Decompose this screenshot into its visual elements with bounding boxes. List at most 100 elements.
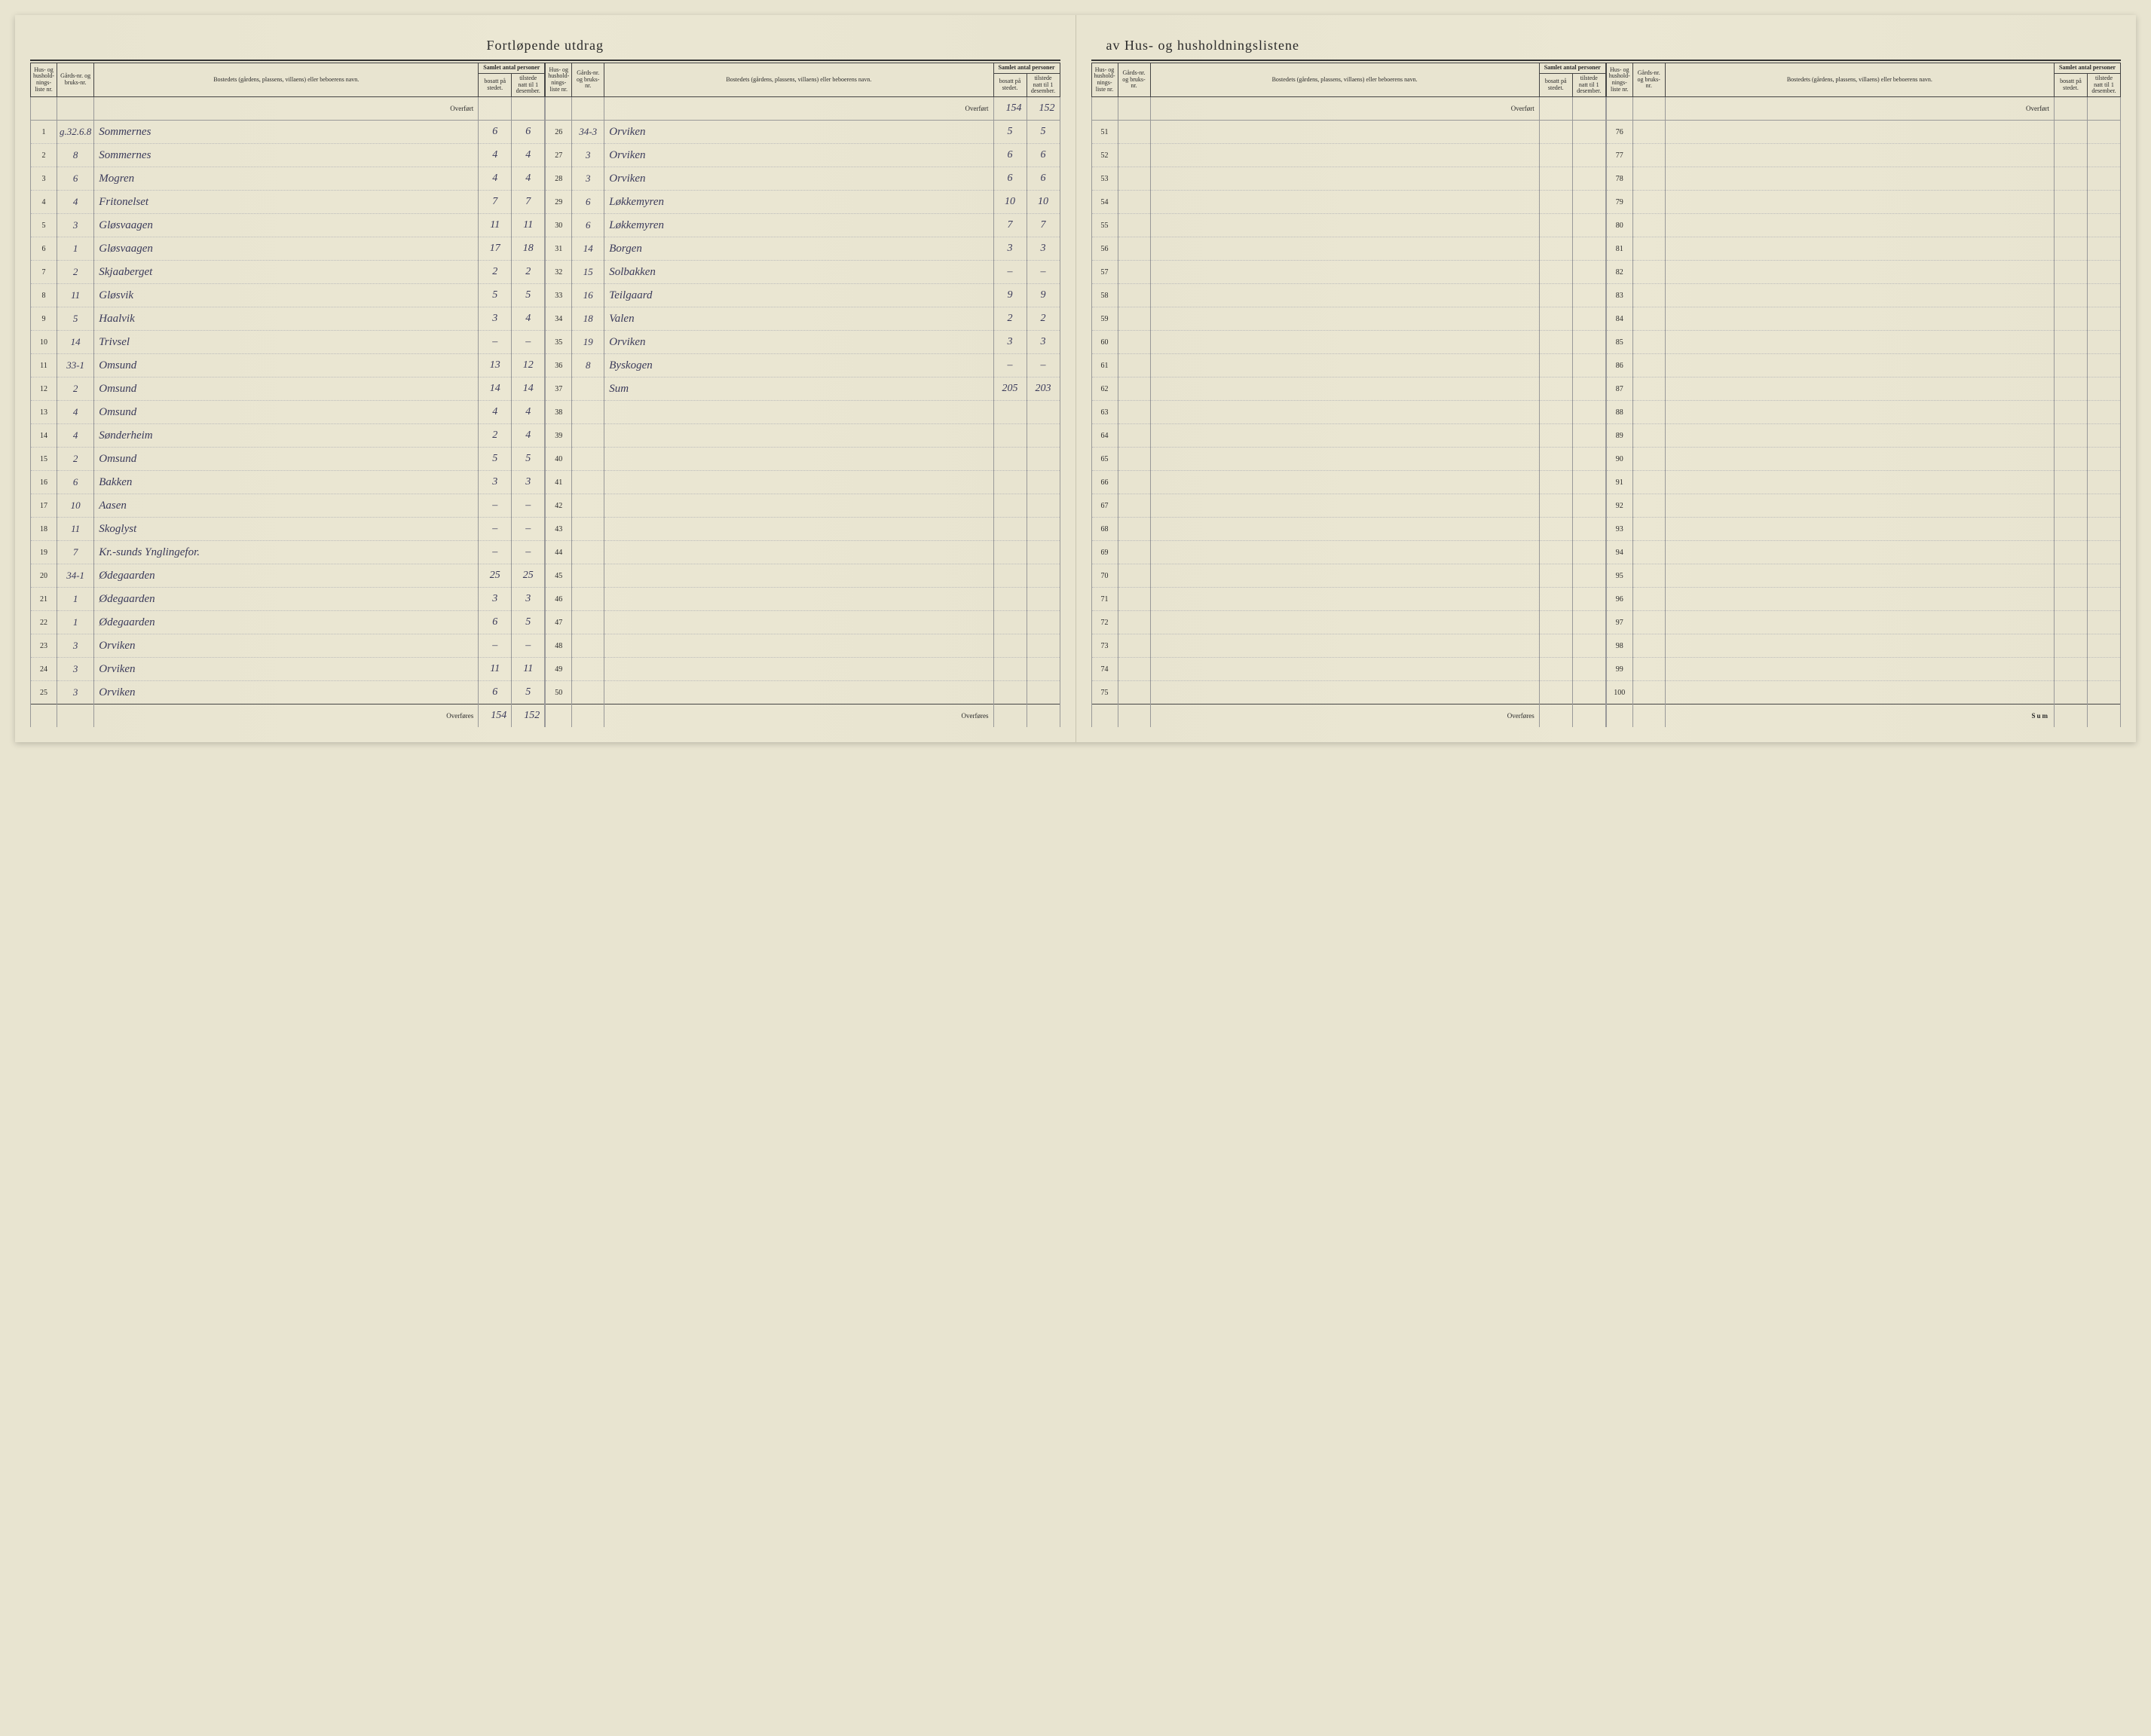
bosted-name: Aasen <box>94 494 479 518</box>
table-row: 1g.32.6.8Sommernes66 <box>31 121 545 144</box>
gards-nr: 3 <box>57 634 94 658</box>
row-number: 11 <box>31 354 57 377</box>
tilstede-value <box>1572 191 1605 214</box>
bosatt-value <box>2055 541 2088 564</box>
bosted-name <box>1150 588 1539 611</box>
cell-blank <box>57 704 94 728</box>
gards-nr <box>1118 518 1150 541</box>
bosted-name <box>604 541 993 564</box>
row-number: 54 <box>1091 191 1118 214</box>
bosted-name: Gløsvik <box>94 284 479 307</box>
hdr-bosted: Bostedets (gårdens, plassens, villaens) … <box>1150 63 1539 97</box>
gards-nr <box>572 424 604 448</box>
footer-label: Overføres <box>1150 704 1539 728</box>
tilstede-value <box>1572 588 1605 611</box>
bosted-name <box>1150 307 1539 331</box>
row-number: 70 <box>1091 564 1118 588</box>
gards-nr <box>1118 471 1150 494</box>
table-row: 64 <box>1091 424 1605 448</box>
tilstede-value <box>1572 518 1605 541</box>
table-row: 98 <box>1606 634 2120 658</box>
bosatt-value: 11 <box>479 214 512 237</box>
gards-nr: 2 <box>57 261 94 284</box>
row-number: 21 <box>31 588 57 611</box>
table-row: 152Omsund55 <box>31 448 545 471</box>
bosatt-value <box>1539 284 1572 307</box>
tilstede-value <box>1027 424 1060 448</box>
bosatt-value <box>993 634 1027 658</box>
bosatt-value: – <box>993 354 1027 377</box>
bosatt-value <box>1539 307 1572 331</box>
row-number: 28 <box>546 167 572 191</box>
gards-nr <box>1118 401 1150 424</box>
footer-row: Overføres <box>1091 704 1605 728</box>
row-number: 93 <box>1606 518 1632 541</box>
gards-nr <box>1118 167 1150 191</box>
bosatt-value <box>2055 564 2088 588</box>
row-number: 14 <box>31 424 57 448</box>
bosatt-value: 3 <box>993 237 1027 261</box>
tilstede-value: 6 <box>1027 144 1060 167</box>
bosatt-value <box>1539 541 1572 564</box>
row-number: 48 <box>546 634 572 658</box>
table-row: 2634-3Orviken55 <box>546 121 1060 144</box>
gards-nr: 6 <box>57 167 94 191</box>
gards-nr <box>1632 681 1665 704</box>
tilstede-value: – <box>1027 261 1060 284</box>
row-number: 56 <box>1091 237 1118 261</box>
bosatt-value <box>2055 634 2088 658</box>
table-row: 306Løkkemyren77 <box>546 214 1060 237</box>
row-number: 13 <box>31 401 57 424</box>
bosted-name <box>1150 494 1539 518</box>
table-row: 28Sommernes44 <box>31 144 545 167</box>
table-row: 63 <box>1091 401 1605 424</box>
row-number: 46 <box>546 588 572 611</box>
row-number: 55 <box>1091 214 1118 237</box>
table-row: 80 <box>1606 214 2120 237</box>
bosted-name: Trivsel <box>94 331 479 354</box>
tilstede-value <box>2088 354 2121 377</box>
gards-nr <box>1118 634 1150 658</box>
table-row: 50 <box>546 681 1060 704</box>
row-number: 72 <box>1091 611 1118 634</box>
bosatt-value <box>1539 331 1572 354</box>
bosatt-value <box>993 681 1027 704</box>
bosted-name: Solbakken <box>604 261 993 284</box>
bosatt-value: 13 <box>479 354 512 377</box>
cell-blank <box>572 704 604 728</box>
bosted-name <box>1665 191 2054 214</box>
bosted-name <box>1665 494 2054 518</box>
bosted-name <box>1150 541 1539 564</box>
bosted-name: Omsund <box>94 448 479 471</box>
tilstede-value <box>2088 541 2121 564</box>
table-row: 84 <box>1606 307 2120 331</box>
bosted-name: Omsund <box>94 401 479 424</box>
bosatt-value <box>1539 377 1572 401</box>
gards-nr <box>1118 681 1150 704</box>
table-row: 296Løkkemyren1010 <box>546 191 1060 214</box>
bosatt-value: 7 <box>993 214 1027 237</box>
cell-blank <box>57 97 94 121</box>
title-left: Fortløpende utdrag <box>30 38 1060 53</box>
tilstede-value <box>1572 214 1605 237</box>
gards-nr <box>1118 541 1150 564</box>
gards-nr <box>1632 588 1665 611</box>
row-number: 25 <box>31 681 57 704</box>
tilstede-value <box>1572 471 1605 494</box>
row-number: 94 <box>1606 541 1632 564</box>
row-number: 34 <box>546 307 572 331</box>
table-row: 221Ødegaarden65 <box>31 611 545 634</box>
gards-nr <box>1632 214 1665 237</box>
tilstede-value <box>1027 611 1060 634</box>
row-number: 53 <box>1091 167 1118 191</box>
bosatt-value <box>1539 237 1572 261</box>
bosted-name <box>1150 611 1539 634</box>
table-row: 71 <box>1091 588 1605 611</box>
tilstede-value <box>2088 471 2121 494</box>
bosatt-value <box>2055 588 2088 611</box>
gards-nr <box>572 681 604 704</box>
bosatt-value: – <box>479 331 512 354</box>
gards-nr: 2 <box>57 448 94 471</box>
tilstede-value <box>1027 518 1060 541</box>
footer-row: Overføres154152 <box>31 704 545 728</box>
